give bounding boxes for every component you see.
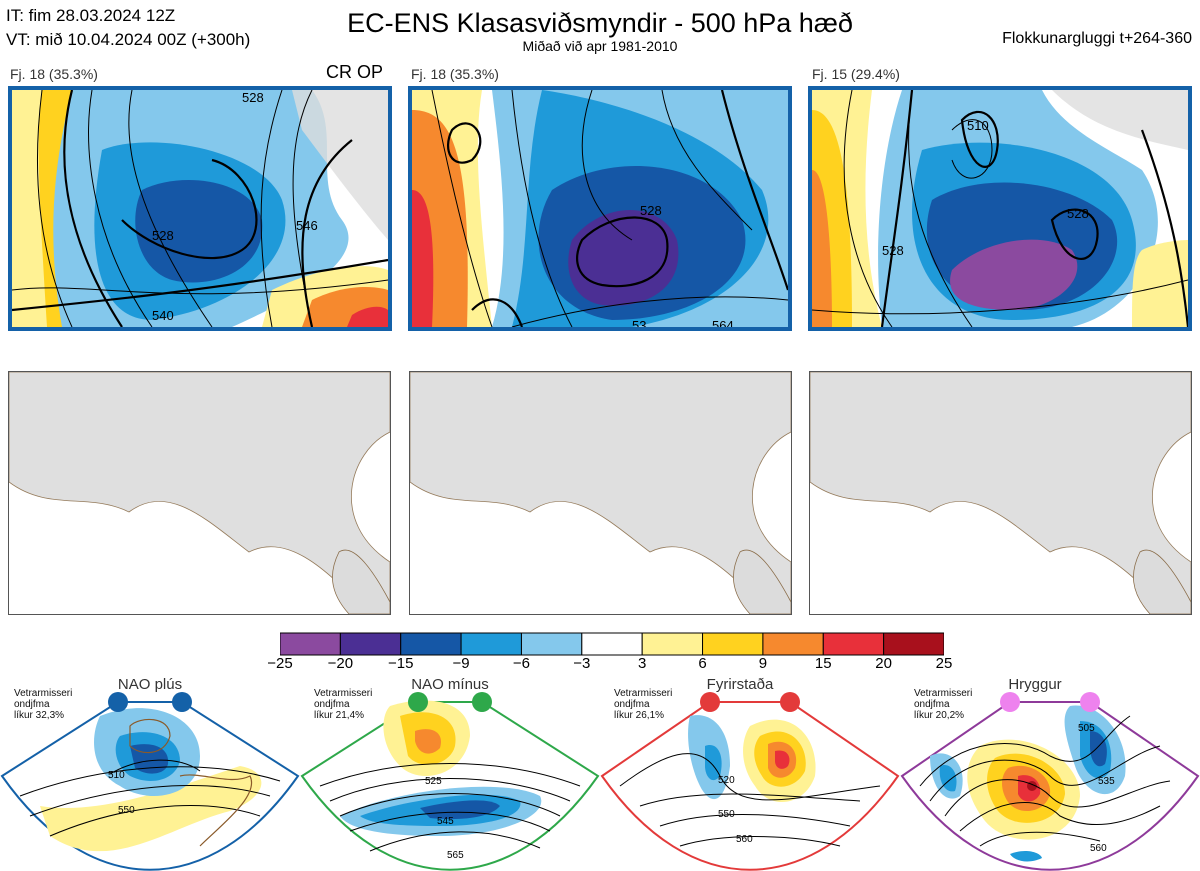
regime-1-title: NAO plús xyxy=(117,676,183,693)
colorbar-tick-3: −9 xyxy=(452,655,470,672)
regime-3-note: Vetrarmisseri ondjfma líkur 26,1% xyxy=(614,688,673,721)
regime-1-contour-550: 550 xyxy=(118,805,135,816)
colorbar-bin-5 xyxy=(581,632,643,656)
regime-ridge: Hryggur Vetrarmisseri ondjfma líkur 20,2% … xyxy=(900,676,1200,871)
panel-3-contour-2: 528 xyxy=(1067,206,1089,221)
panel-2-contour-1: 528 xyxy=(640,203,662,218)
regime-3-contour-520: 520 xyxy=(718,775,735,786)
colorbar-bin-8 xyxy=(762,632,824,656)
regime-3-contour-550: 550 xyxy=(718,809,735,820)
regime-2-contour-565: 565 xyxy=(447,850,464,861)
colorbar-tick-8: 9 xyxy=(758,655,768,672)
colorbar-tick-1: −20 xyxy=(327,655,354,672)
colorbar-bin-4 xyxy=(520,632,583,656)
panel-3-contour-3: 528 xyxy=(882,243,904,258)
regime-blocking: Fyrirstaða Vetrarmisseri ondjfma líkur 26,… xyxy=(600,676,900,871)
panel-3-label: Fj. 15 (29.4%) xyxy=(812,66,900,82)
page-subtitle: Miðað við apr 1981-2010 xyxy=(522,38,678,54)
empty-map-2 xyxy=(409,371,792,615)
regime-2-contour-545: 545 xyxy=(437,816,454,827)
regime-3-dot-right xyxy=(780,692,800,712)
panel-1-contour-2: 546 xyxy=(296,218,318,233)
colorbar-tick-4: −6 xyxy=(512,655,531,672)
colorbar-tick-9: 15 xyxy=(814,655,832,672)
cluster-map-2: 528 53 564 xyxy=(408,86,792,331)
panel-1-contour-1: 528 xyxy=(152,228,174,243)
panel-3-contour-1: 510 xyxy=(967,118,989,133)
regime-4-title: Hryggur xyxy=(1008,676,1062,693)
colorbar xyxy=(280,632,944,656)
panel-1-tag: CR OP xyxy=(326,62,384,82)
valid-time: VT: mið 10.04.2024 00Z (+300h) xyxy=(6,30,251,49)
regime-nao-plus: NAO plús Vetrarmisseri ondjfma líkur 32,3%… xyxy=(0,676,300,871)
regime-3-dot-left xyxy=(700,692,720,712)
colorbar-tick-7: 6 xyxy=(698,655,707,672)
colorbar-bin-10 xyxy=(883,632,944,656)
regime-4-note: Vetrarmisseri ondjfma líkur 20,2% xyxy=(914,688,973,721)
regime-3-title: Fyrirstaða xyxy=(706,676,774,693)
regime-4-dot-right xyxy=(1080,692,1100,712)
colorbar-tick-6: 3 xyxy=(638,655,647,672)
regime-4-dot-left xyxy=(1000,692,1020,712)
regime-1-dot-right xyxy=(172,692,192,712)
panel-2-label: Fj. 18 (35.3%) xyxy=(411,66,499,82)
colorbar-tick-10: 20 xyxy=(875,655,892,672)
colorbar-bin-9 xyxy=(822,632,885,656)
regime-1-note: Vetrarmisseri ondjfma líkur 32,3% xyxy=(14,688,73,721)
regime-nao-minus: NAO mínus Vetrarmisseri ondjfma líkur 21,4… xyxy=(300,676,600,871)
colorbar-tick-5: −3 xyxy=(573,655,591,672)
regime-2-dot-left xyxy=(408,692,428,712)
colorbar-tick-0: −25 xyxy=(267,655,293,672)
regime-1-contour-510: 510 xyxy=(108,770,125,781)
init-time: IT: fim 28.03.2024 12Z xyxy=(6,6,176,25)
empty-map-3 xyxy=(809,371,1192,615)
window-label: Flokkunargluggi t+264-360 xyxy=(1002,30,1192,47)
regime-4-contour-505: 505 xyxy=(1078,723,1095,734)
regime-2-title: NAO mínus xyxy=(411,676,489,693)
page-title: EC-ENS Klasasviðsmyndir - 500 hPa hæð xyxy=(347,8,853,38)
colorbar-bin-7 xyxy=(702,632,764,656)
panel-2-contour-3: 564 xyxy=(712,318,734,327)
regime-3-contour-560: 560 xyxy=(736,834,753,845)
colorbar-bin-1 xyxy=(339,632,402,656)
cluster-map-3: 510 528 528 xyxy=(808,86,1192,331)
regime-2-contour-525: 525 xyxy=(425,776,442,787)
header-info: IT: fim 28.03.2024 12Z VT: mið 10.04.202… xyxy=(6,4,250,52)
panel-1-contour-4: 528 xyxy=(242,90,264,105)
colorbar-bin-6 xyxy=(641,632,704,656)
panel-1-label: Fj. 18 (35.3%) xyxy=(10,66,98,82)
panel-1-contour-3: 540 xyxy=(152,308,174,323)
colorbar-tick-2: −15 xyxy=(387,655,414,672)
regime-2-dot-right xyxy=(472,692,492,712)
regime-4-contour-535: 535 xyxy=(1098,776,1115,787)
cluster-map-1: 528 546 540 528 xyxy=(8,86,392,331)
panel-2-contour-2: 53 xyxy=(632,318,646,327)
regime-2-note: Vetrarmisseri ondjfma líkur 21,4% xyxy=(314,688,373,721)
colorbar-tick-11: 25 xyxy=(935,655,953,672)
regime-1-dot-left xyxy=(108,692,128,712)
regime-4-contour-560: 560 xyxy=(1090,843,1107,854)
colorbar-bin-2 xyxy=(400,632,462,656)
colorbar-bin-3 xyxy=(460,632,522,656)
colorbar-bin-0 xyxy=(280,632,341,656)
empty-map-1 xyxy=(8,371,391,615)
